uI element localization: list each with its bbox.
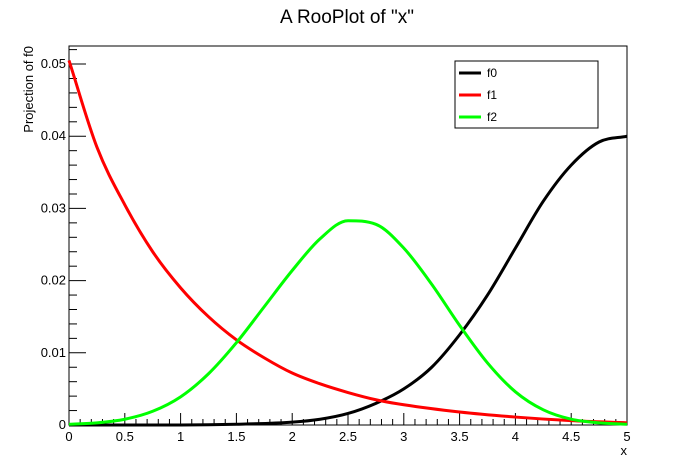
legend-label-f2: f2 <box>487 110 497 124</box>
series-line-f1 <box>67 59 628 425</box>
y-tick-label: 0.04 <box>41 128 66 143</box>
x-tick-label: 3 <box>400 429 407 444</box>
y-axis-label: Projection of f0 <box>21 46 36 133</box>
x-tick-label: 3.5 <box>451 429 469 444</box>
legend-label-f0: f0 <box>487 66 497 80</box>
series-line-f0 <box>68 134 628 427</box>
y-axis-tick-labels: 0 0.01 0.02 0.03 0.04 0.05 <box>41 56 66 432</box>
x-tick-label: 2.5 <box>339 429 357 444</box>
x-tick-label: 0 <box>65 429 72 444</box>
series-line-f2 <box>68 219 628 426</box>
legend: f0 f1 f2 <box>454 60 599 129</box>
x-tick-label: 4.5 <box>562 429 580 444</box>
y-tick-label: 0.05 <box>41 56 66 71</box>
chart-title: A RooPlot of "x" <box>280 7 414 28</box>
y-tick-label: 0.01 <box>41 345 66 360</box>
series-curves <box>67 59 628 427</box>
x-tick-label: 5 <box>623 429 630 444</box>
x-tick-label: 4 <box>512 429 519 444</box>
x-tick-label: 2 <box>289 429 296 444</box>
x-tick-label: 1.5 <box>227 429 245 444</box>
y-tick-label: 0.02 <box>41 273 66 288</box>
y-tick-label: 0 <box>59 417 66 432</box>
x-tick-label: 0.5 <box>116 429 134 444</box>
x-axis-label: x <box>621 443 628 458</box>
x-axis-tick-labels: 0 0.5 1 1.5 2 2.5 3 3.5 4 4.5 5 <box>65 429 630 444</box>
legend-entries: f0 f1 f2 <box>459 66 497 124</box>
x-tick-label: 1 <box>177 429 184 444</box>
legend-label-f1: f1 <box>487 88 497 102</box>
y-tick-label: 0.03 <box>41 200 66 215</box>
